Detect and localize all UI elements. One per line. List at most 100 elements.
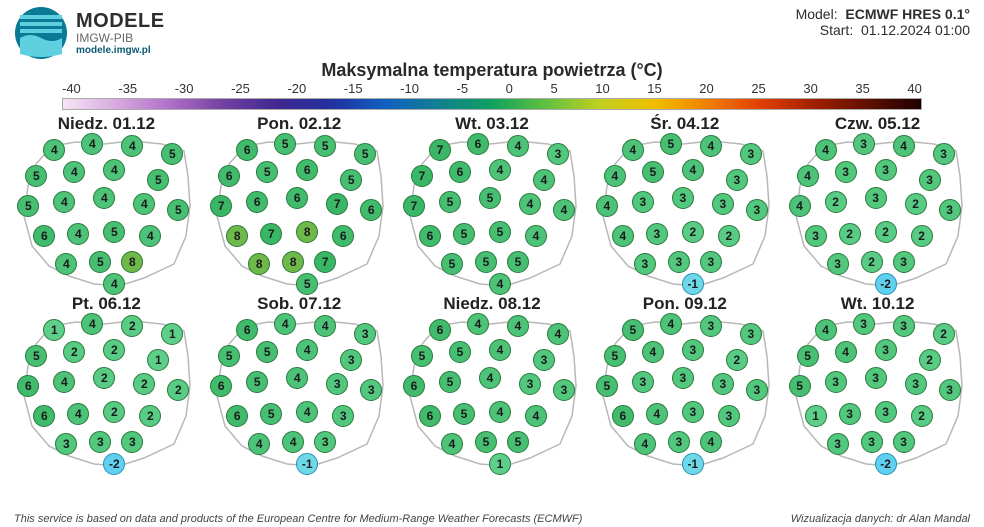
temp-dot: 4 [507,315,529,337]
temp-dot: 3 [893,315,915,337]
temp-dot: 4 [489,159,511,181]
day-cell: Pon. 02.12655565657667687868875 [203,114,396,294]
colorbar-tick: -25 [231,81,250,96]
temp-dot: 6 [467,133,489,155]
colorbar-tick: 30 [803,81,817,96]
day-label: Niedz. 08.12 [396,294,589,314]
temp-dot: 5 [596,375,618,397]
temp-dot: 3 [668,431,690,453]
map-wrap: 14215221642226422333-2 [14,316,198,474]
temp-dot: 2 [933,323,955,345]
temp-dot: 3 [827,433,849,455]
temp-dot: 4 [622,139,644,161]
temp-dot: 3 [893,431,915,453]
temp-dot: -1 [682,453,704,475]
temp-dot: 3 [827,253,849,275]
day-cell: Czw. 05.1243434333423233222323-2 [781,114,974,294]
temp-dot: 5 [439,191,461,213]
temp-dot: 3 [646,223,668,245]
temp-dot: 3 [839,403,861,425]
temp-dot: 7 [403,195,425,217]
day-cell: Pon. 09.1254335432533336433434-1 [588,294,781,474]
temp-dot: 5 [411,345,433,367]
temp-dot: 4 [612,225,634,247]
temp-dot: 4 [479,367,501,389]
temp-dot: 5 [604,345,626,367]
logo-sub-text: IMGW-PIB [76,32,165,45]
temp-dot: 5 [441,253,463,275]
temp-dot: 3 [939,379,961,401]
day-label: Czw. 05.12 [781,114,974,134]
day-cell: Pt. 06.1214215221642226422333-2 [10,294,203,474]
imgw-logo-icon [14,6,68,60]
temp-dot: 2 [905,193,927,215]
map-wrap: 45434543433334322333-1 [593,136,777,294]
day-label: Wt. 03.12 [396,114,589,134]
colorbar-tick: 40 [907,81,921,96]
temp-dot: 4 [507,135,529,157]
temp-dot: 2 [919,349,941,371]
temp-dot: 3 [919,169,941,191]
temp-dot: 2 [726,349,748,371]
map-wrap: 43325432533331332333-2 [786,316,970,474]
temp-dot: 4 [519,193,541,215]
start-value: 01.12.2024 01:00 [861,22,970,38]
temp-dot: 5 [489,221,511,243]
temp-dot: 4 [700,431,722,453]
temp-dot: 3 [553,379,575,401]
temp-dot: 3 [825,371,847,393]
temp-dot: 3 [726,169,748,191]
temp-dot: 1 [489,453,511,475]
map-wrap: 54335432533336433434-1 [593,316,777,474]
temp-dot: 4 [553,199,575,221]
temp-dot: 4 [489,273,511,295]
map-wrap: 644455436543365444551 [400,316,584,474]
temp-dot: 5 [622,319,644,341]
temp-dot: 5 [449,341,471,363]
day-label: Niedz. 01.12 [10,114,203,134]
temp-dot: 3 [875,159,897,181]
temp-dot: 6 [403,375,425,397]
temp-dot: 3 [682,339,704,361]
temp-dot: 5 [475,251,497,273]
colorbar [62,98,922,110]
temp-dot: 3 [939,199,961,221]
meta-block: Model: ECMWF HRES 0.1° Start: 01.12.2024… [796,6,970,38]
day-cell: Wt. 10.1243325432533331332333-2 [781,294,974,474]
temp-dot: 4 [547,323,569,345]
temp-dot: 4 [789,195,811,217]
temp-dot: 4 [797,165,819,187]
colorbar-tick: -30 [175,81,194,96]
temp-dot: 4 [525,405,547,427]
day-label: Pon. 02.12 [203,114,396,134]
footer-right: Wizualizacja danych: dr Alan Mandal [791,513,970,525]
temp-dot: 2 [911,225,933,247]
temp-dot: 5 [439,371,461,393]
logo-block: MODELE IMGW-PIB modele.imgw.pl [14,6,165,60]
temp-dot: 3 [865,367,887,389]
temp-dot: 5 [797,345,819,367]
model-value: ECMWF HRES 0.1° [845,6,970,22]
temp-dot: 5 [660,133,682,155]
temp-dot: 3 [933,143,955,165]
temp-dot: 5 [507,251,529,273]
temp-dot: 3 [740,323,762,345]
colorbar-tick: 5 [550,81,557,96]
chart-title: Maksymalna temperatura powietrza (°C) [0,60,984,81]
colorbar-tick: 15 [647,81,661,96]
temp-dot: 3 [875,401,897,423]
temp-dot: 3 [519,373,541,395]
temp-dot: 2 [825,191,847,213]
temp-dot: 4 [489,339,511,361]
temp-dot: 3 [740,143,762,165]
temp-dot: 3 [746,379,768,401]
day-label: Pon. 09.12 [588,294,781,314]
colorbar-tick: -10 [400,81,419,96]
logo-url-text: modele.imgw.pl [76,45,165,56]
colorbar-tick: 25 [751,81,765,96]
temp-dot: 4 [489,401,511,423]
temp-dot: 3 [634,253,656,275]
temp-dot: 4 [660,313,682,335]
temp-dot: 1 [805,405,827,427]
temp-dot: 4 [815,319,837,341]
